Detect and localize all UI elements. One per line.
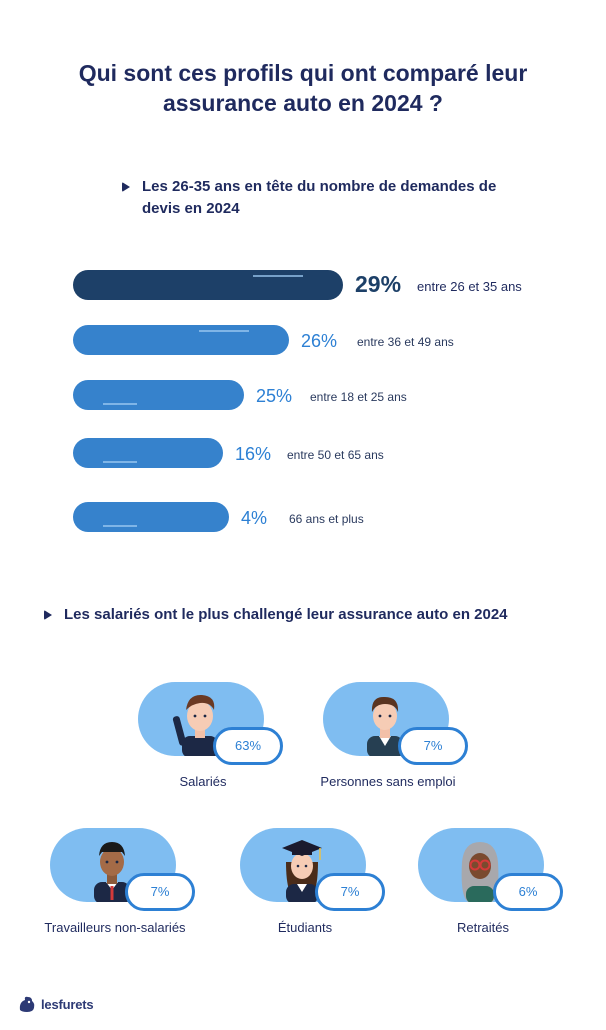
- age-section-heading-text: Les 26-35 ans en tête du nombre de deman…: [142, 178, 497, 217]
- age-bar-value-label: 25%: [256, 386, 292, 406]
- profile-card-sans-emploi: 7% Personnes sans emploi: [303, 682, 473, 812]
- age-bar-value-label: 29%: [355, 271, 401, 297]
- page-title: Qui sont ces profils qui ont comparé leu…: [0, 58, 606, 118]
- age-bar-category-label: entre 26 et 35 ans: [417, 279, 522, 294]
- bar-shine: [199, 330, 249, 332]
- age-bar-value-label: 4%: [241, 508, 267, 528]
- age-bar-category-label: entre 50 et 65 ans: [287, 448, 384, 462]
- profile-label: Travailleurs non-salariés: [44, 920, 186, 935]
- profile-section-heading-text: Les salariés ont le plus challengé leur …: [64, 606, 508, 623]
- age-bar: [73, 380, 244, 410]
- profile-percentage: 7%: [315, 873, 385, 911]
- ferret-logo-icon: [19, 996, 35, 1012]
- bar-shine: [103, 403, 137, 405]
- page-title-line-2: assurance auto en 2024 ?: [163, 90, 443, 116]
- age-bar-category-label: entre 18 et 25 ans: [310, 390, 407, 404]
- profile-section-heading: Les salariés ont le plus challengé leur …: [44, 604, 584, 626]
- age-bar: [73, 270, 343, 300]
- bullet-triangle-icon: [44, 610, 52, 620]
- student-avatar-icon: [272, 832, 332, 902]
- profile-card-non-salaries: 7% Travailleurs non-salariés: [30, 828, 200, 958]
- profile-label: Étudiants: [277, 920, 333, 935]
- age-bar-category-label: 66 ans et plus: [289, 512, 364, 526]
- profile-label: Personnes sans emploi: [320, 774, 456, 789]
- profile-label: Retraités: [456, 920, 510, 935]
- bullet-triangle-icon: [122, 182, 130, 192]
- profile-percentage: 63%: [213, 727, 283, 765]
- age-bar-value-label: 16%: [235, 444, 271, 464]
- age-bar-chart: 29% entre 26 et 35 ans 26% entre 36 et 49 a…: [73, 270, 522, 532]
- profile-percentage: 7%: [125, 873, 195, 911]
- age-bar-category-label: entre 36 et 49 ans: [357, 335, 454, 349]
- bar-shine: [253, 275, 303, 277]
- age-bar-value-label: 26%: [301, 331, 337, 351]
- unemployed-avatar-icon: [355, 686, 415, 756]
- bar-shine: [103, 525, 137, 527]
- brand-logo: lesfurets: [17, 992, 94, 1016]
- profile-card-salaries: 63% Salariés: [118, 682, 288, 812]
- self-employed-avatar-icon: [82, 832, 142, 902]
- profile-card-etudiants: 7% Étudiants: [220, 828, 390, 958]
- age-bar: [73, 325, 289, 355]
- age-bar: [73, 438, 223, 468]
- age-bar: [73, 502, 229, 532]
- profile-label: Salariés: [179, 774, 227, 789]
- brand-logo-text: lesfurets: [41, 996, 94, 1012]
- page-title-line-1: Qui sont ces profils qui ont comparé leu…: [78, 60, 528, 86]
- age-section-heading: Les 26-35 ans en tête du nombre de deman…: [122, 176, 522, 220]
- profile-percentage: 7%: [398, 727, 468, 765]
- bar-shine: [103, 461, 137, 463]
- profile-card-retraites: 6% Retraités: [398, 828, 568, 958]
- employee-avatar-icon: [170, 686, 230, 756]
- retiree-avatar-icon: [450, 832, 510, 902]
- profile-percentage: 6%: [493, 873, 563, 911]
